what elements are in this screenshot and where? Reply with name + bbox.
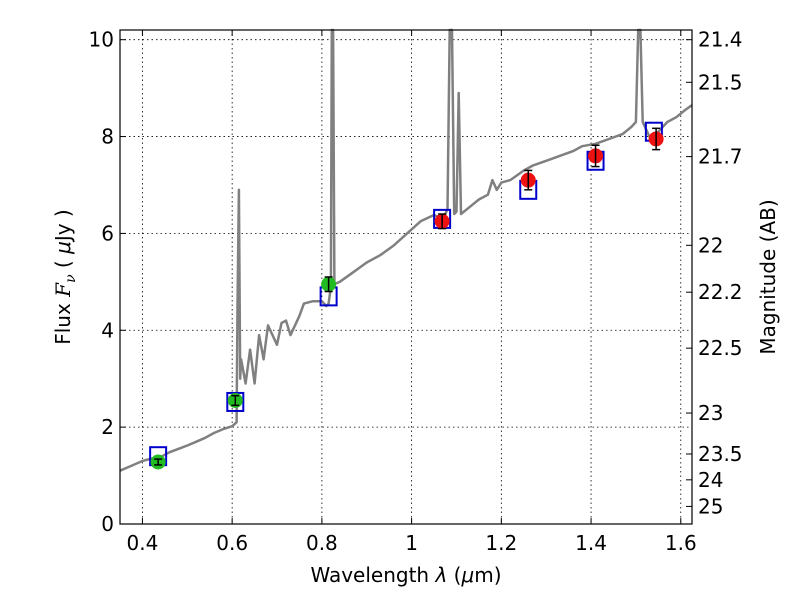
- x-tick-label: 1.4: [575, 531, 607, 555]
- x-tick-label: 1: [405, 531, 418, 555]
- y-tick-label: 8: [101, 125, 114, 149]
- y2-axis-title: Magnitude (AB): [756, 199, 780, 354]
- mag-tick-label: 21.5: [698, 70, 743, 94]
- x-tick-label: 1.2: [485, 531, 517, 555]
- mag-tick-label: 24: [698, 468, 723, 492]
- x-tick-label: 0.6: [216, 531, 248, 555]
- mag-tick-label: 22.2: [698, 280, 743, 304]
- mag-tick-label: 25: [698, 494, 723, 518]
- y-tick-label: 6: [101, 221, 114, 245]
- plot-frame: [119, 29, 693, 525]
- grid: [120, 30, 692, 525]
- mag-tick-label: 22.5: [698, 336, 743, 360]
- spectrum-layer: [119, 28, 693, 472]
- mag-tick-label: 23: [698, 401, 723, 425]
- x-tick-label: 1.6: [665, 531, 697, 555]
- photometry-points: [150, 127, 664, 470]
- y-tick-label: 0: [101, 512, 114, 536]
- y-tick-label: 2: [101, 415, 114, 439]
- model-boxes: [149, 121, 663, 467]
- y-axis-title: Flux Fν ( μJy ): [51, 209, 79, 345]
- y-tick-label: 4: [101, 318, 114, 342]
- mag-tick-label: 22: [698, 233, 723, 257]
- spectrum-line: [119, 28, 693, 472]
- mag-tick-label: 21.7: [698, 145, 743, 169]
- mag-tick-label: 21.4: [698, 28, 743, 52]
- model-box: [226, 391, 245, 412]
- x-axis-title: Wavelength λ (μm): [310, 563, 501, 587]
- y-tick-label: 10: [89, 28, 114, 52]
- mag-tick-label: 23.5: [698, 442, 743, 466]
- x-tick-label: 0.8: [306, 531, 338, 555]
- x-tick-label: 0.4: [127, 531, 159, 555]
